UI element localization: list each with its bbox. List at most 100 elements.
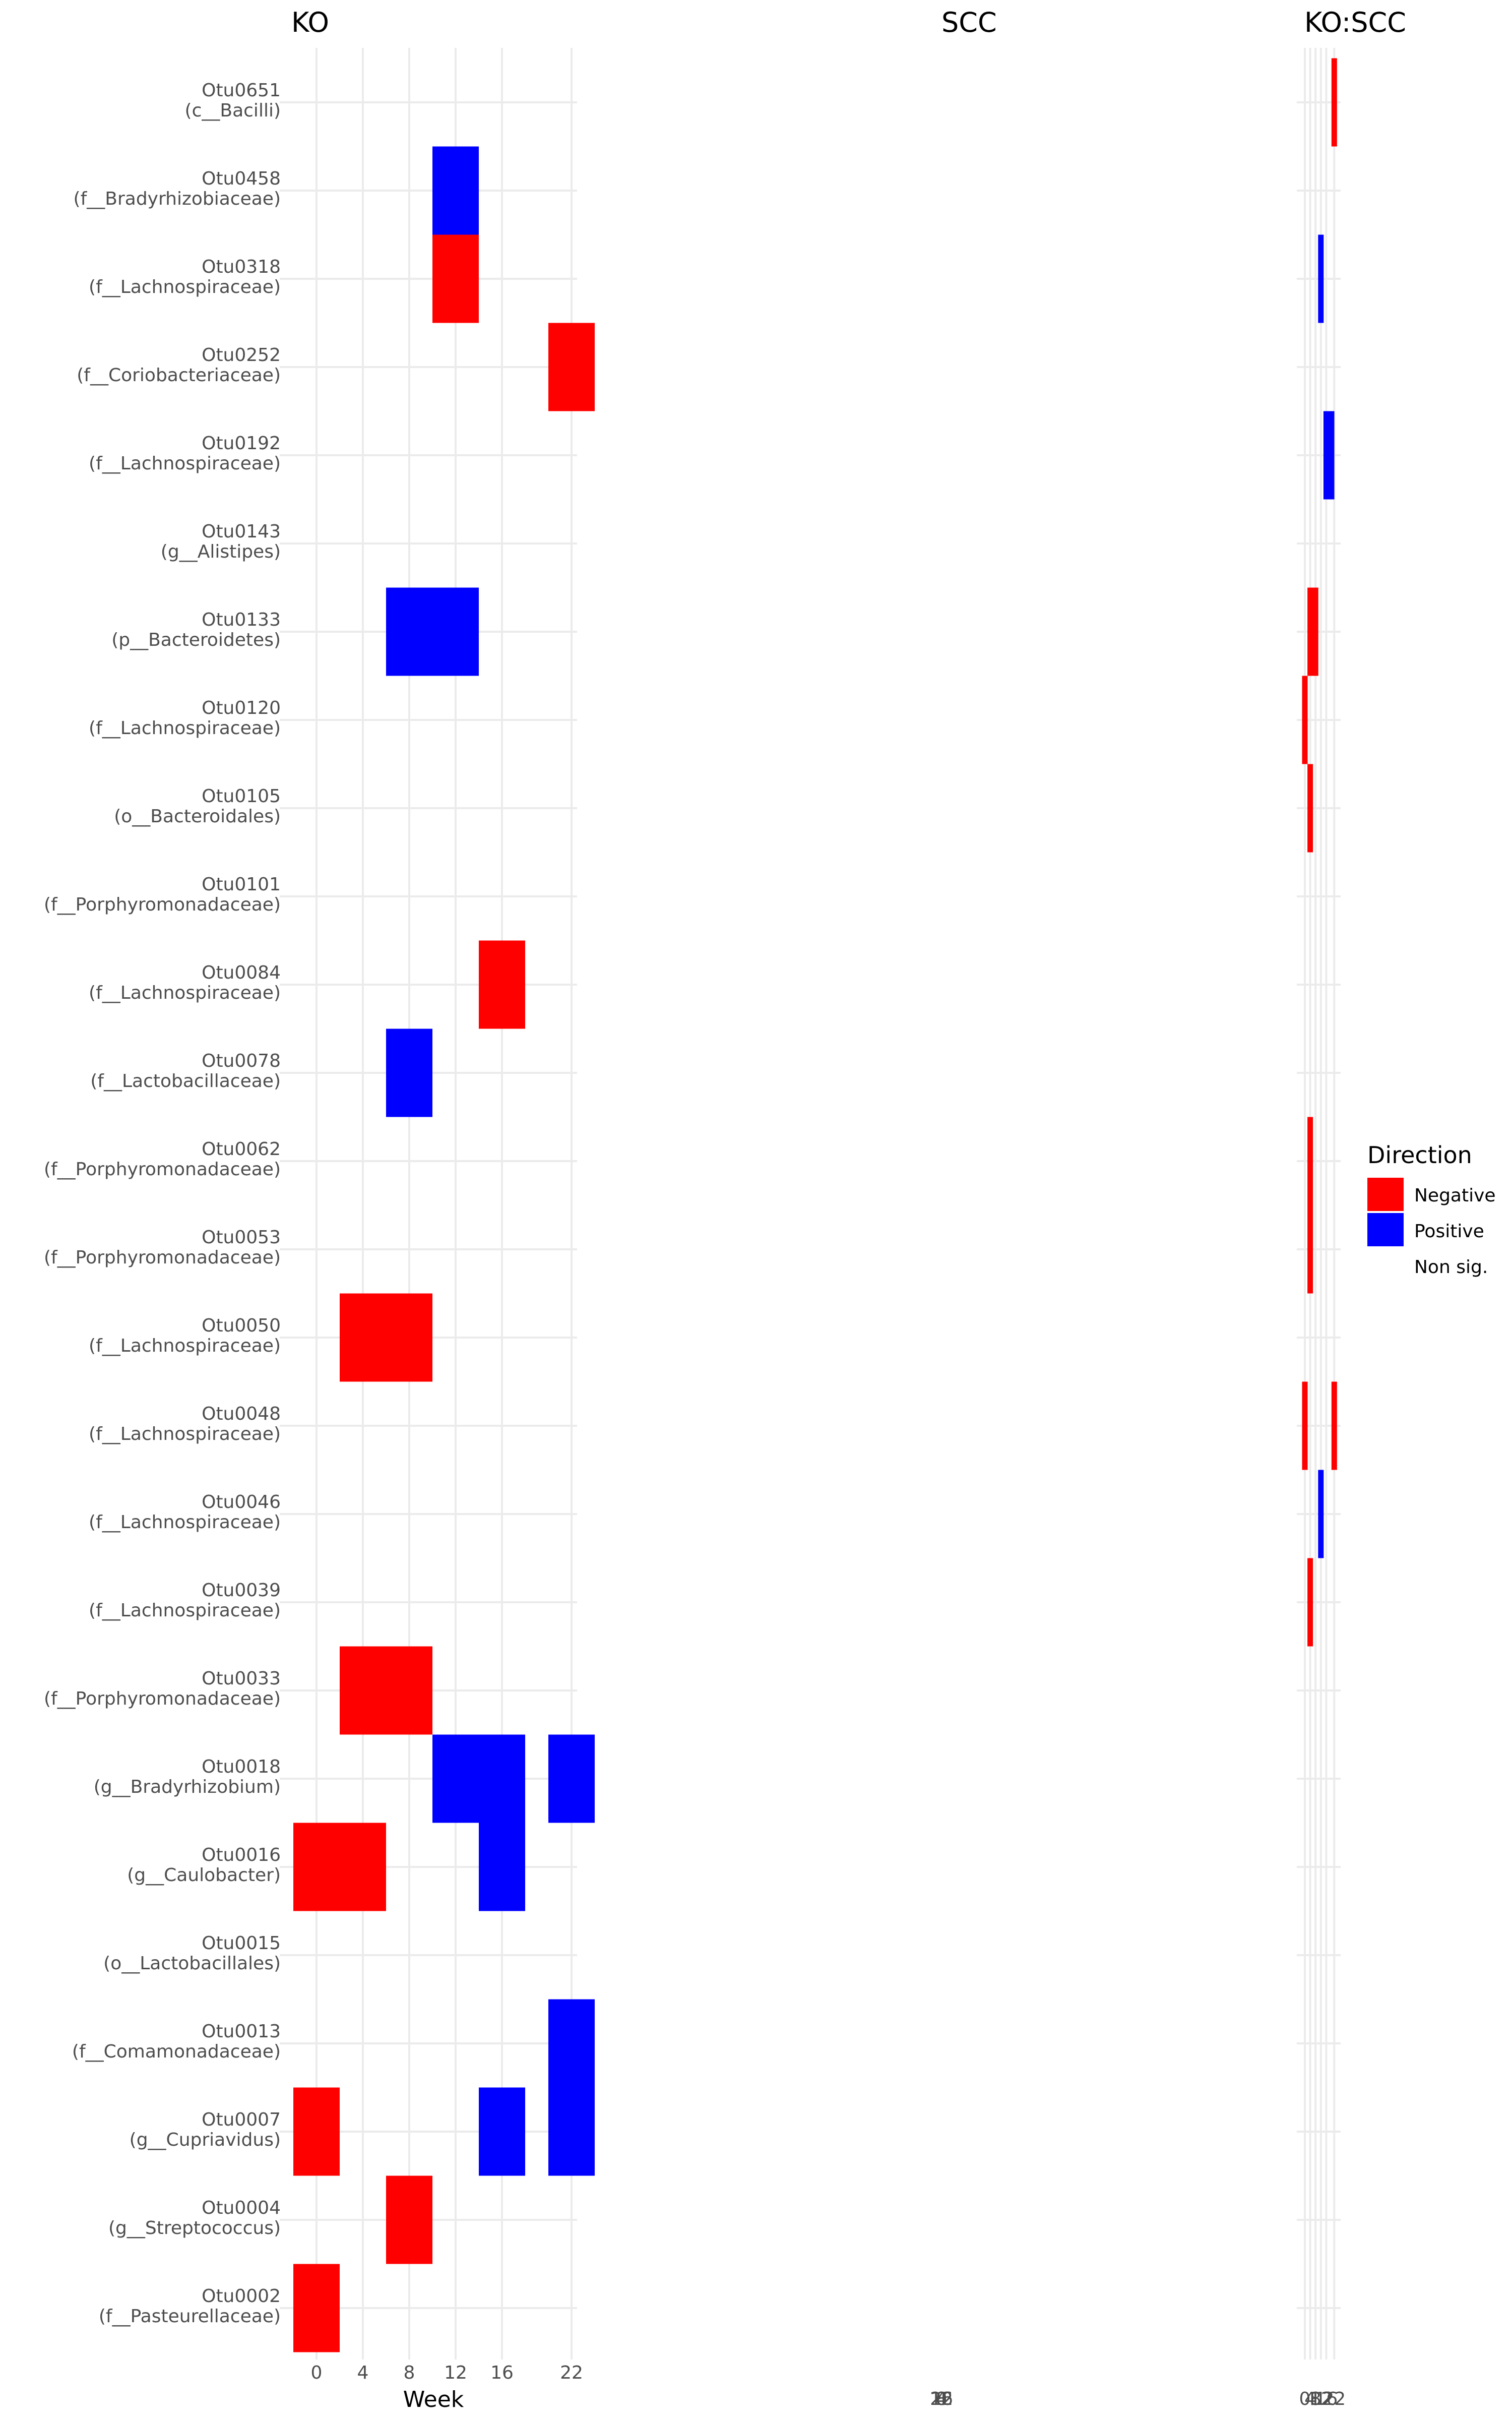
legend-label-nonsig: Non sig. (1414, 1257, 1488, 1278)
row-label-otu0084: Otu0084 (202, 962, 281, 983)
row-taxon-otu0016: (g__Caulobacter) (127, 1865, 281, 1886)
koscc-cell-otu0318-week-12 (1318, 234, 1324, 323)
row-label-otu0013: Otu0013 (202, 2021, 281, 2042)
scc-tick-0: 0 (936, 2389, 948, 2409)
ko-cell-otu0007-week-16 (479, 2087, 525, 2176)
legend-label-negative: Negative (1414, 1185, 1496, 1206)
koscc-cell-otu0120-week-0 (1302, 676, 1308, 764)
row-label-otu0120: Otu0120 (202, 698, 281, 718)
row-label-otu0062: Otu0062 (202, 1139, 281, 1160)
ko-cell-otu0002-week-0 (293, 2264, 340, 2352)
row-label-otu0004: Otu0004 (202, 2198, 281, 2218)
ko-cell-otu0252-week-22 (548, 323, 595, 411)
ko-tick-0: 0 (311, 2363, 323, 2383)
row-labels: Otu0651(c__Bacilli) Otu0458(f__Bradyrhizo… (44, 80, 281, 2327)
koscc-tick-8: 8 (1310, 2389, 1321, 2409)
koscc-tick-4: 4 (1304, 2389, 1316, 2409)
legend-swatch-positive (1367, 1213, 1404, 1246)
ko-tick-4: 4 (357, 2363, 369, 2383)
koscc-tick-16: 16 (1314, 2389, 1338, 2409)
koscc-cell-otu0046-week-12 (1318, 1470, 1324, 1558)
ko-tick-8: 8 (404, 2363, 415, 2383)
ko-cell-otu0007-week-0 (293, 2087, 340, 2176)
ko-tick-16: 16 (490, 2363, 514, 2383)
koscc-panel-cells (1302, 58, 1337, 1647)
row-label-otu0101: Otu0101 (202, 874, 281, 895)
scc-tick-4: 4 (936, 2389, 948, 2409)
row-taxon-otu0120: (f__Lachnospiraceae) (89, 718, 281, 739)
row-taxon-otu0651: (c__Bacilli) (185, 100, 281, 121)
row-taxon-otu0105: (o__Bacteroidales) (114, 806, 281, 827)
koscc-cell-otu0133-week-4 (1307, 587, 1313, 676)
row-taxon-otu0018: (g__Bradyrhizobium) (94, 1777, 281, 1797)
scc-tick-8: 8 (936, 2389, 948, 2409)
ko-cell-otu0018-week-16 (479, 1734, 525, 1823)
ko-cell-otu0018-week-22 (548, 1734, 595, 1823)
legend-swatch-nonsig (1367, 1248, 1404, 1282)
row-label-otu0252: Otu0252 (202, 345, 281, 366)
koscc-cell-otu0053-week-4 (1307, 1205, 1313, 1294)
ko-cell-otu0050-week-4 (340, 1293, 386, 1382)
koscc-cell-otu0039-week-4 (1307, 1558, 1313, 1647)
row-taxon-otu0458: (f__Bradyrhizobiaceae) (74, 189, 281, 209)
row-taxon-otu0039: (f__Lachnospiraceae) (89, 1600, 281, 1621)
ko-cell-otu0050-week-8 (386, 1293, 432, 1382)
koscc-cell-otu0048-week-22 (1331, 1381, 1337, 1470)
koscc-cell-otu0048-week-0 (1302, 1381, 1308, 1470)
ko-tick-22: 22 (560, 2363, 583, 2383)
panel-title-ko: KO (291, 7, 329, 38)
koscc-cell-otu0192-week-16 (1323, 411, 1329, 500)
legend: Direction Negative Positive Non sig. (1367, 1141, 1496, 1282)
row-label-otu0039: Otu0039 (202, 1580, 281, 1601)
row-label-otu0050: Otu0050 (202, 1315, 281, 1336)
ko-cell-otu0318-week-12 (432, 234, 479, 323)
ko-cell-otu0033-week-8 (386, 1646, 432, 1735)
row-taxon-otu0050: (f__Lachnospiraceae) (89, 1336, 281, 1356)
panel-title-scc: SCC (941, 7, 997, 38)
row-label-otu0015: Otu0015 (202, 1933, 281, 1954)
legend-label-positive: Positive (1414, 1221, 1484, 1242)
row-taxon-otu0062: (f__Porphyromonadaceae) (44, 1159, 281, 1180)
scc-tick-22: 22 (930, 2389, 953, 2409)
row-label-otu0033: Otu0033 (202, 1668, 281, 1689)
row-taxon-otu0033: (f__Porphyromonadaceae) (44, 1688, 281, 1709)
row-taxon-otu0133: (p__Bacteroidetes) (111, 630, 281, 650)
row-label-otu0105: Otu0105 (202, 786, 281, 807)
row-label-otu0192: Otu0192 (202, 433, 281, 454)
row-taxon-otu0048: (f__Lachnospiraceae) (89, 1424, 281, 1444)
row-taxon-otu0078: (f__Lactobacillaceae) (90, 1071, 281, 1092)
row-taxon-otu0002: (f__Pasteurellaceae) (99, 2306, 281, 2327)
ko-cell-otu0013-week-22 (548, 1999, 595, 2088)
row-label-otu0318: Otu0318 (202, 257, 281, 277)
row-taxon-otu0318: (f__Lachnospiraceae) (89, 277, 281, 297)
ko-x-ticks: 0 4 8 12 16 22 (311, 2363, 583, 2383)
row-label-otu0133: Otu0133 (202, 610, 281, 630)
scc-tick-16: 16 (930, 2389, 953, 2409)
row-label-otu0078: Otu0078 (202, 1051, 281, 1071)
legend-swatch-negative (1367, 1178, 1404, 1211)
row-label-otu0053: Otu0053 (202, 1227, 281, 1248)
ko-cell-otu0016-week-16 (479, 1823, 525, 1911)
row-taxon-otu0101: (f__Porphyromonadaceae) (44, 894, 281, 915)
ko-cell-otu0033-week-4 (340, 1646, 386, 1735)
row-taxon-otu0013: (f__Comamonadaceae) (72, 2041, 281, 2062)
panel-title-koscc: KO:SCC (1304, 7, 1406, 38)
ko-cell-otu0078-week-8 (386, 1028, 432, 1117)
row-label-otu0651: Otu0651 (202, 80, 281, 101)
row-taxon-otu0192: (f__Lachnospiraceae) (89, 453, 281, 474)
ko-cell-otu0004-week-8 (386, 2175, 432, 2264)
row-label-otu0016: Otu0016 (202, 1845, 281, 1865)
row-taxon-otu0007: (g__Cupriavidus) (130, 2130, 281, 2150)
koscc-tick-12: 12 (1309, 2389, 1333, 2409)
row-taxon-otu0046: (f__Lachnospiraceae) (89, 1512, 281, 1533)
row-taxon-otu0053: (f__Porphyromonadaceae) (44, 1247, 281, 1268)
row-taxon-otu0015: (o__Lactobacillales) (103, 1953, 281, 1974)
koscc-cell-otu0192-week-20 (1329, 411, 1335, 500)
row-label-otu0046: Otu0046 (202, 1492, 281, 1512)
row-label-otu0018: Otu0018 (202, 1757, 281, 1777)
ko-cell-otu0133-week-8 (386, 587, 432, 676)
ko-panel-grid (280, 48, 577, 2360)
ko-cell-otu0084-week-16 (479, 940, 525, 1029)
